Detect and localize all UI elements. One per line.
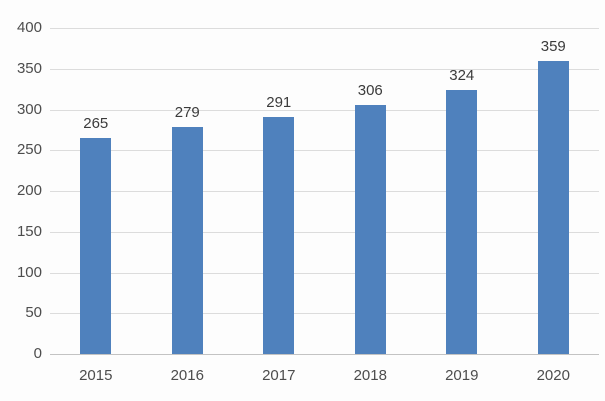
- y-axis-tick-label: 150: [16, 222, 42, 240]
- x-axis-tick-label: 2015: [79, 367, 113, 384]
- gridline: [50, 191, 599, 192]
- bar-value-label: 279: [174, 103, 200, 121]
- x-axis-tick-label: 2017: [262, 367, 296, 384]
- y-axis-tick-label: 50: [25, 304, 42, 322]
- bar-value-label: 306: [357, 81, 383, 99]
- bar-2019: [446, 89, 478, 354]
- x-axis-line: [50, 354, 599, 355]
- bar-value-label: 265: [83, 115, 109, 133]
- y-axis-tick-label: 100: [16, 263, 42, 281]
- x-axis-tick-label: 2016: [170, 367, 204, 384]
- y-axis-tick-label: 200: [16, 182, 42, 199]
- bar-2020: [537, 61, 569, 354]
- bar-value-label: 324: [449, 66, 475, 84]
- gridline: [50, 231, 599, 233]
- bar-2017: [263, 116, 295, 354]
- y-axis-tick-label: 400: [16, 19, 42, 36]
- bar-value-label: 291: [266, 93, 292, 111]
- x-axis-tick-label: 2018: [353, 367, 387, 384]
- y-axis-tick-label: 350: [16, 59, 42, 77]
- gridline: [50, 272, 599, 274]
- gridline: [50, 68, 599, 70]
- y-axis-tick-label: 0: [33, 345, 42, 362]
- bar-value-label: 359: [540, 38, 566, 56]
- bar-2015: [80, 138, 112, 354]
- gridline: [50, 150, 599, 152]
- gridline: [50, 28, 599, 29]
- y-axis-tick-label: 250: [16, 141, 42, 159]
- gridline: [50, 313, 599, 315]
- x-axis-tick-label: 2020: [536, 367, 570, 384]
- bar-2018: [354, 104, 386, 354]
- gridline: [50, 109, 599, 111]
- bar-2016: [171, 126, 203, 354]
- x-axis-tick-label: 2019: [445, 367, 479, 384]
- y-axis-tick-label: 300: [16, 100, 42, 118]
